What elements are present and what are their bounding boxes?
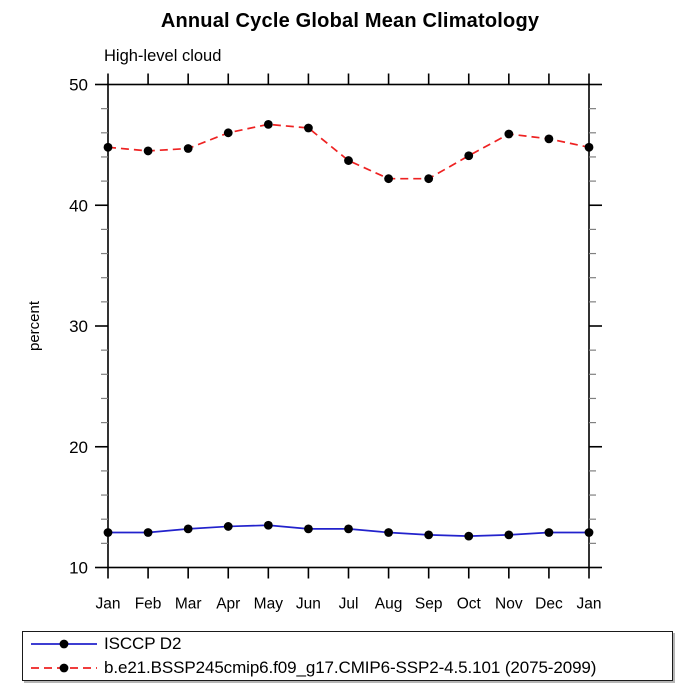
series-line-1 <box>107 123 590 180</box>
chart-title: Annual Cycle Global Mean Climatology <box>160 10 540 32</box>
data-point-1 <box>384 174 393 184</box>
data-point-0 <box>223 522 233 531</box>
legend-entry-model: b.e21.BSSP245cmip6.f09_g17.CMIP6-SSP2-4.… <box>28 657 672 681</box>
data-point-1 <box>424 174 434 184</box>
x-tick-label: Jan <box>577 596 602 613</box>
x-tick-label: Jun <box>296 596 321 613</box>
legend-swatch-dashed-line-icon <box>31 663 97 673</box>
data-point-1 <box>504 129 514 139</box>
x-tick-label: Mar <box>175 596 202 613</box>
x-tick-label: Dec <box>535 596 563 613</box>
data-point-1 <box>304 123 313 133</box>
x-tick-label: Sep <box>415 596 443 613</box>
x-tick-label: Jan <box>96 596 121 613</box>
data-point-1 <box>223 128 233 138</box>
y-tick-label: 20 <box>69 438 88 457</box>
data-point-0 <box>304 524 313 534</box>
data-point-0 <box>424 530 434 540</box>
data-point-0 <box>384 528 393 537</box>
data-point-0 <box>464 531 474 541</box>
data-point-0 <box>584 528 594 537</box>
chart-subtitle: High-level cloud <box>104 47 222 65</box>
y-tick-label: 10 <box>69 559 88 578</box>
plot-area: 10 20 30 40 50 Jan Feb Mar Apr May Jun Jul Aug Sep Oct… <box>26 73 602 613</box>
legend-label-obs: ISCCP D2 <box>104 633 182 653</box>
y-axis-title: percent <box>26 300 43 351</box>
data-point-1 <box>143 146 153 156</box>
data-point-0 <box>103 528 113 537</box>
data-point-0 <box>544 528 554 537</box>
data-point-0 <box>504 530 514 540</box>
x-tick-label: Nov <box>495 596 523 613</box>
data-point-1 <box>344 156 353 165</box>
legend: ISCCP D2 b.e21.BSSP245cmip6.f09_g17.CMIP… <box>22 631 673 681</box>
x-tick-label: Feb <box>135 596 162 613</box>
data-point-0 <box>263 520 273 530</box>
data-point-1 <box>584 142 594 152</box>
x-tick-label: Aug <box>375 596 403 613</box>
y-tick-label: 40 <box>69 196 88 215</box>
data-point-0 <box>143 528 153 537</box>
legend-swatch-solid-line-icon <box>31 639 97 649</box>
y-tick-label: 50 <box>69 76 88 95</box>
legend-label-model: b.e21.BSSP245cmip6.f09_g17.CMIP6-SSP2-4.… <box>104 658 597 678</box>
x-tick-label: May <box>254 596 284 613</box>
data-point-1 <box>263 119 273 129</box>
data-point-1 <box>183 144 193 153</box>
data-point-0 <box>183 524 193 534</box>
legend-entry-obs: ISCCP D2 <box>28 632 672 656</box>
y-tick-label: 30 <box>69 317 88 336</box>
x-tick-label: Oct <box>457 596 482 613</box>
x-tick-label: Apr <box>216 596 240 613</box>
data-point-0 <box>344 524 353 534</box>
data-point-1 <box>544 134 554 144</box>
x-tick-label: Jul <box>339 596 359 613</box>
data-point-1 <box>103 142 113 152</box>
data-point-1 <box>464 151 474 161</box>
